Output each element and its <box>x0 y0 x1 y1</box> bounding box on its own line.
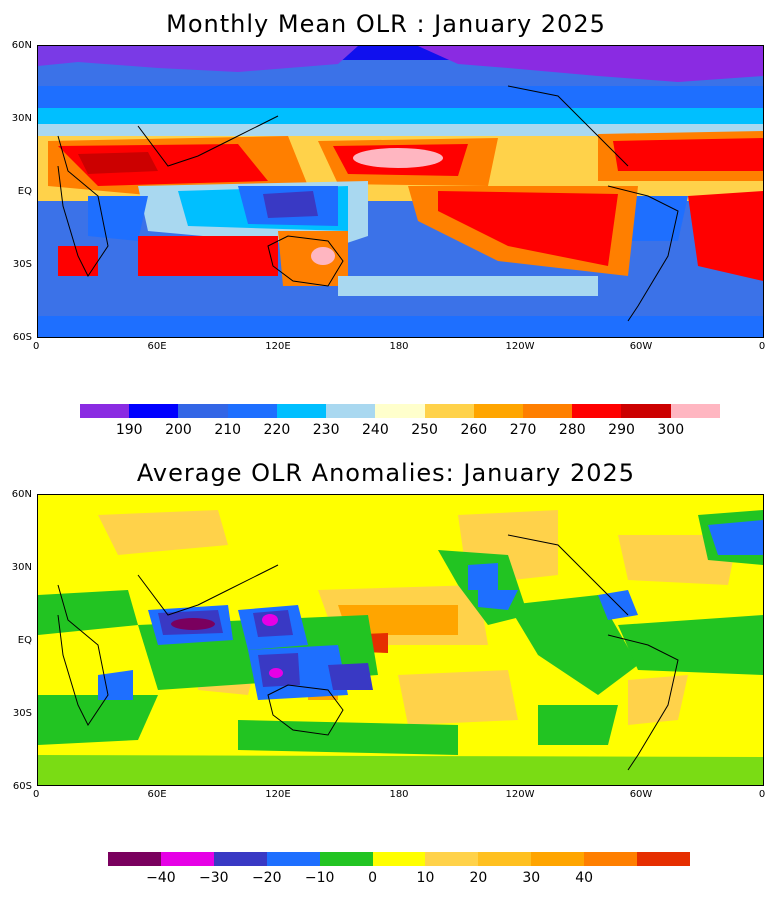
colorbar-tick-label: 0 <box>368 870 377 886</box>
bottom-lat-label-eq: EQ <box>17 635 32 646</box>
colorbar-tick-label: 40 <box>575 870 594 886</box>
bottom-lon-label-180: 180 <box>389 789 409 800</box>
colorbar-swatch <box>319 852 373 866</box>
colorbar-tick-label: 270 <box>509 422 537 438</box>
bottom-lat-label-60s: 60S <box>12 781 32 792</box>
colorbar-tick-label: 200 <box>165 422 192 438</box>
top-map-title: Monthly Mean OLR : January 2025 <box>166 10 606 38</box>
colorbar-swatch <box>621 404 671 418</box>
bottom-colorbar <box>108 852 690 866</box>
colorbar-swatch <box>372 852 426 866</box>
colorbar-swatch <box>531 852 585 866</box>
top-lon-label-0-end: 0 <box>758 341 766 352</box>
bottom-lon-label-120e: 120E <box>265 789 291 800</box>
colorbar-swatch <box>375 404 425 418</box>
colorbar-swatch <box>326 404 376 418</box>
colorbar-swatch <box>424 404 474 418</box>
colorbar-swatch <box>160 852 214 866</box>
colorbar-tick-label: 240 <box>362 422 389 438</box>
colorbar-tick-label: 290 <box>608 422 635 438</box>
colorbar-swatch <box>266 852 320 866</box>
bottom-lon-label-60e: 60E <box>147 789 167 800</box>
top-lon-label-0: 0 <box>33 341 40 352</box>
colorbar-tick-label: 220 <box>263 422 291 438</box>
colorbar-tick-label: 10 <box>416 870 435 886</box>
top-lat-label-60s: 60S <box>12 332 32 343</box>
top-olr-map <box>37 45 764 338</box>
colorbar-tick-label: −20 <box>251 870 282 886</box>
bottom-lat-label-30s: 30S <box>12 708 32 719</box>
colorbar-swatch <box>473 404 523 418</box>
colorbar-swatch <box>522 404 573 418</box>
colorbar-swatch <box>227 404 277 418</box>
colorbar-tick-label: 190 <box>115 422 143 438</box>
top-lon-label-120w: 120W <box>505 341 535 352</box>
colorbar-swatch <box>276 404 327 418</box>
top-lon-label-120e: 120E <box>265 341 291 352</box>
top-lon-label-180: 180 <box>389 341 409 352</box>
colorbar-tick-label: 260 <box>460 422 488 438</box>
colorbar-swatch <box>584 852 638 866</box>
colorbar-swatch <box>80 404 130 418</box>
bottom-anomaly-map <box>37 494 764 786</box>
top-lat-label-60n: 60N <box>11 40 32 51</box>
colorbar-swatch <box>670 404 720 418</box>
colorbar-tick-label: 230 <box>312 422 340 438</box>
bottom-lat-label-60n: 60N <box>11 489 32 500</box>
bottom-map-title: Average OLR Anomalies: January 2025 <box>136 459 636 487</box>
colorbar-swatch <box>178 404 228 418</box>
top-lon-label-60w: 60W <box>629 341 653 352</box>
colorbar-swatch <box>108 852 161 866</box>
bottom-lon-label-0: 0 <box>33 789 40 800</box>
colorbar-tick-label: −40 <box>146 870 176 886</box>
colorbar-tick-label: 300 <box>657 422 685 438</box>
bottom-lat-label-30n: 30N <box>11 562 32 573</box>
colorbar-swatch <box>213 852 267 866</box>
top-lon-label-60e: 60E <box>147 341 167 352</box>
colorbar-tick-label: −10 <box>304 870 335 886</box>
bottom-lon-label-60w: 60W <box>629 789 653 800</box>
colorbar-swatch <box>572 404 622 418</box>
colorbar-tick-label: −30 <box>199 870 229 886</box>
colorbar-swatch <box>425 852 479 866</box>
top-lat-label-eq: EQ <box>17 186 32 197</box>
colorbar-swatch <box>637 852 690 866</box>
colorbar-swatch <box>478 852 532 866</box>
colorbar-tick-label: 30 <box>522 870 541 886</box>
colorbar-swatch <box>129 404 179 418</box>
bottom-lon-label-0-end: 0 <box>758 789 766 800</box>
bottom-lon-label-120w: 120W <box>505 789 535 800</box>
colorbar-tick-label: 20 <box>469 870 488 886</box>
top-lat-label-30n: 30N <box>11 113 32 124</box>
colorbar-tick-label: 280 <box>558 422 586 438</box>
top-lat-label-30s: 30S <box>12 259 32 270</box>
top-colorbar <box>80 404 720 418</box>
colorbar-tick-label: 250 <box>411 422 438 438</box>
colorbar-tick-label: 210 <box>214 422 242 438</box>
